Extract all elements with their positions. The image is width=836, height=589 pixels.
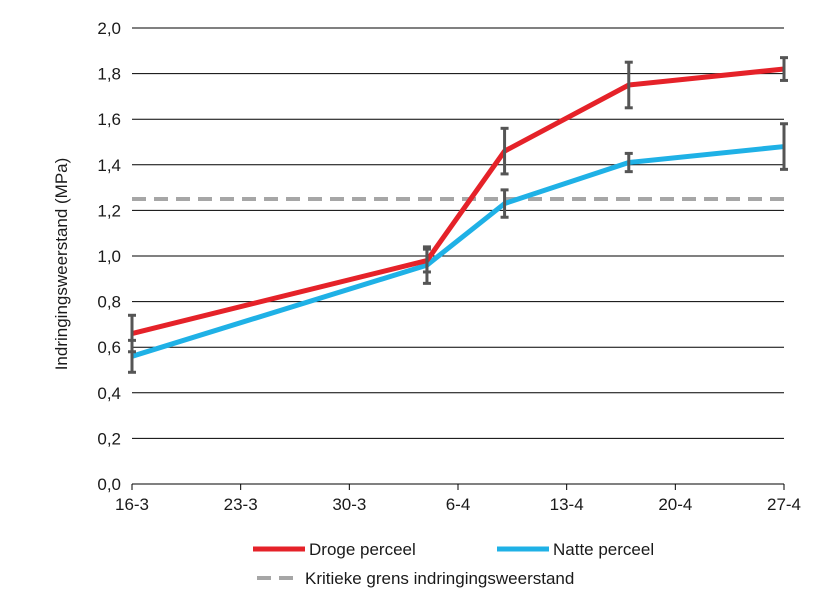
x-tick-label: 20-4 (658, 495, 692, 514)
error-bar (500, 188, 509, 219)
y-tick-label: 1,4 (97, 156, 121, 175)
error-bar (422, 245, 431, 285)
x-tick-label: 6-4 (446, 495, 471, 514)
legend-label-0: Droge perceel (309, 540, 416, 559)
y-tick-label: 0,4 (97, 384, 121, 403)
y-tick-label: 0,2 (97, 429, 121, 448)
y-tick-label: 2,0 (97, 19, 121, 38)
error-bar (624, 151, 633, 174)
y-tick-label: 0,8 (97, 293, 121, 312)
x-tick-label: 30-3 (332, 495, 366, 514)
error-bar (128, 338, 136, 374)
series-lines (131, 66, 785, 359)
y-tick-label: 1,6 (97, 110, 121, 129)
x-tick-label: 13-4 (550, 495, 584, 514)
legend-label-1: Natte perceel (553, 540, 654, 559)
y-tick-label: 1,8 (97, 65, 121, 84)
legend: Droge perceel Natte perceel Kritieke grens… (253, 540, 654, 588)
error-bar (780, 122, 788, 171)
series-line-0 (131, 66, 785, 336)
y-tick-label: 1,0 (97, 247, 121, 266)
x-tick-labels: 16-3 23-3 30-3 6-4 13-4 20-4 27-4 (115, 495, 801, 514)
x-axis (131, 484, 785, 490)
y-tick-labels: 0,0 0,2 0,4 0,6 0,8 1,0 1,2 1,4 1,6 1,8 2,0 (97, 19, 121, 494)
legend-label-2: Kritieke grens indringingsweerstand (305, 569, 574, 588)
x-tick-label: 27-4 (767, 495, 801, 514)
series-line-1 (131, 144, 785, 359)
y-tick-label: 1,2 (97, 201, 121, 220)
x-tick-label: 16-3 (115, 495, 149, 514)
y-tick-label: 0,0 (97, 475, 121, 494)
y-axis-title: Indringingsweerstand (MPa) (52, 158, 71, 371)
y-tick-label: 0,6 (97, 338, 121, 357)
gridlines (132, 27, 784, 485)
error-bars (128, 56, 788, 374)
error-bar (624, 60, 633, 110)
error-bar (780, 56, 788, 82)
error-bar (500, 126, 509, 176)
x-tick-label: 23-3 (224, 495, 258, 514)
